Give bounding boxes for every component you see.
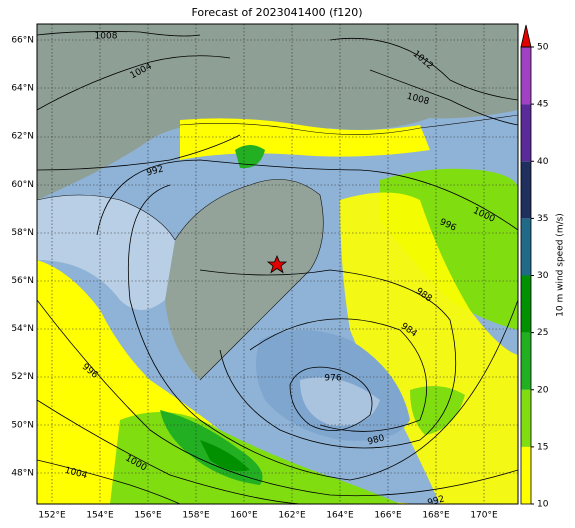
colorbar-bin bbox=[521, 389, 531, 447]
colorbar-label: 10 m wind speed (m/s) bbox=[556, 213, 566, 317]
colorbar-bin bbox=[521, 332, 531, 390]
lat-label: 50°N bbox=[11, 420, 34, 430]
lon-label: 166°E bbox=[374, 511, 402, 521]
isobars bbox=[37, 31, 518, 504]
lat-label: 58°N bbox=[11, 228, 34, 238]
lon-label: 164°E bbox=[326, 511, 354, 521]
lat-label: 52°N bbox=[11, 372, 34, 382]
lat-label: 64°N bbox=[11, 84, 34, 94]
lon-label: 168°E bbox=[422, 511, 450, 521]
lat-label: 62°N bbox=[11, 132, 34, 142]
colorbar-tick-label: 35 bbox=[537, 214, 548, 224]
lat-label: 66°N bbox=[11, 36, 34, 46]
title: Forecast of 2023041400 (f120) bbox=[191, 6, 362, 19]
lat-label: 54°N bbox=[11, 324, 34, 334]
lat-label: 60°N bbox=[11, 180, 34, 190]
colorbar-bin bbox=[521, 47, 531, 105]
colorbar: 10 15 20 25 30 35 40 45 50 10 m wind speed (m/s) bbox=[520, 24, 566, 510]
colorbar-bin bbox=[521, 275, 531, 333]
colorbar-tick-label: 40 bbox=[537, 157, 549, 167]
lon-label: 156°E bbox=[134, 511, 162, 521]
graticule bbox=[37, 24, 518, 504]
isobar-label: 992 bbox=[146, 164, 165, 178]
colorbar-tick-label: 30 bbox=[537, 271, 549, 281]
colorbar-bin bbox=[521, 218, 531, 276]
colorbar-tick-label: 10 bbox=[537, 500, 549, 510]
isobar-label: 992 bbox=[427, 494, 446, 508]
lon-label: 160°E bbox=[230, 511, 258, 521]
lon-label: 170°E bbox=[470, 511, 498, 521]
lat-label: 48°N bbox=[11, 468, 34, 478]
lon-label: 162°E bbox=[278, 511, 306, 521]
colorbar-tick-label: 50 bbox=[537, 43, 549, 53]
lon-label: 154°E bbox=[86, 511, 114, 521]
location-star bbox=[266, 254, 288, 274]
axis-labels: 66°N 64°N 62°N 60°N 58°N 56°N 54°N 52°N 50°N 48°N… bbox=[11, 36, 498, 521]
isobar-label: 980 bbox=[367, 433, 386, 447]
colorbar-tick-label: 15 bbox=[537, 442, 548, 452]
lat-label: 56°N bbox=[11, 276, 34, 286]
colorbar-bin bbox=[521, 446, 531, 504]
colorbar-bin bbox=[521, 161, 531, 219]
colorbar-extend bbox=[520, 24, 532, 48]
colorbar-tick-label: 45 bbox=[537, 100, 548, 110]
colorbar-tick-label: 20 bbox=[537, 385, 549, 395]
lon-label: 158°E bbox=[182, 511, 210, 521]
colorbar-bin bbox=[521, 104, 531, 162]
isobar-label: 976 bbox=[324, 374, 341, 384]
isobar-label: 1008 bbox=[95, 32, 118, 42]
map: 1008 1004 1012 1008 992 1000 996 988 984… bbox=[36, 23, 519, 508]
lon-label: 152°E bbox=[38, 511, 66, 521]
colorbar-tick-label: 25 bbox=[537, 328, 548, 338]
